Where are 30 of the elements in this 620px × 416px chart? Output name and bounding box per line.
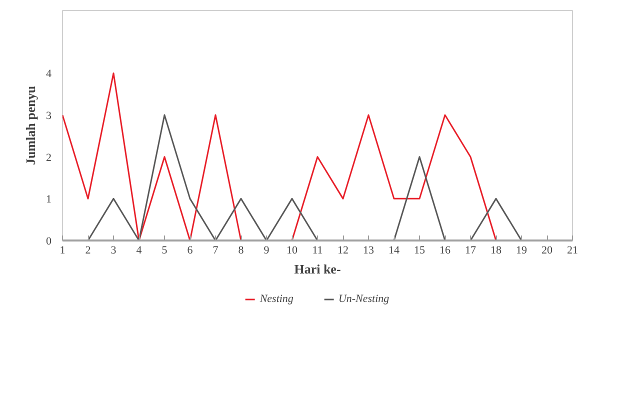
x-tick-label: 2 — [85, 244, 91, 256]
x-tick-label: 5 — [162, 244, 168, 256]
y-tick-label: 2 — [46, 152, 52, 164]
x-tick-label: 10 — [286, 244, 298, 256]
x-tick-label: 4 — [136, 244, 142, 256]
y-tick-label: 4 — [46, 68, 52, 80]
x-tick-label: 17 — [465, 244, 476, 256]
x-tick-label: 7 — [212, 244, 219, 256]
y-tick-label: 3 — [46, 110, 52, 122]
x-tick-label: 21 — [567, 244, 578, 256]
x-tick-label: 11 — [312, 244, 323, 256]
x-tick-label: 16 — [440, 244, 451, 256]
x-tick-label: 18 — [490, 244, 502, 256]
x-axis-title: Hari ke- — [294, 262, 341, 276]
legend-label: Nesting — [260, 293, 294, 305]
x-tick-label: 15 — [414, 244, 426, 256]
x-tick-label: 12 — [338, 244, 348, 256]
x-tick-label: 9 — [264, 244, 270, 256]
x-tick-label: 6 — [187, 244, 194, 256]
y-tick-label: 0 — [46, 236, 52, 248]
y-axis-title: Jumlah penyu — [23, 86, 38, 166]
legend-label: Un-Nesting — [338, 293, 390, 305]
x-tick-label: 1 — [60, 244, 66, 256]
x-tick-label: 19 — [516, 244, 528, 256]
x-tick-label: 20 — [542, 244, 553, 256]
x-tick-label: 3 — [110, 244, 117, 256]
x-tick-label: 14 — [388, 244, 400, 256]
x-tick-label: 13 — [363, 244, 374, 256]
x-tick-label: 8 — [238, 244, 244, 256]
y-tick-label: 1 — [46, 194, 52, 206]
